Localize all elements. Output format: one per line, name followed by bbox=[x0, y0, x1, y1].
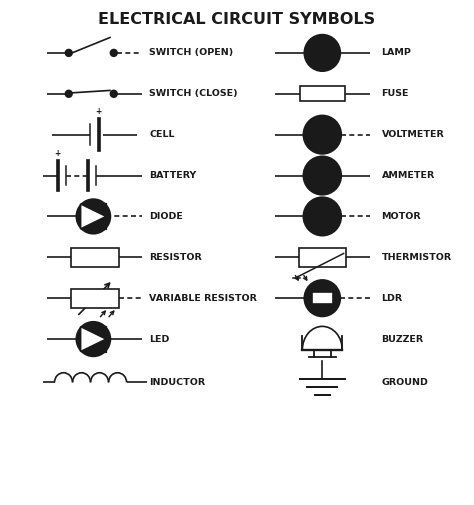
Circle shape bbox=[304, 280, 340, 317]
Text: FUSE: FUSE bbox=[382, 89, 409, 98]
Circle shape bbox=[110, 90, 117, 97]
Bar bbox=[71, 288, 118, 308]
Text: BUZZER: BUZZER bbox=[382, 335, 424, 343]
Text: V: V bbox=[319, 128, 326, 138]
Text: SWITCH (OPEN): SWITCH (OPEN) bbox=[149, 48, 234, 58]
Bar bbox=[312, 292, 333, 304]
Text: LAMP: LAMP bbox=[382, 48, 411, 58]
Text: AMMETER: AMMETER bbox=[382, 171, 435, 180]
Circle shape bbox=[76, 322, 110, 357]
Text: THERMISTOR: THERMISTOR bbox=[382, 253, 452, 262]
Circle shape bbox=[303, 116, 341, 154]
Circle shape bbox=[303, 157, 341, 195]
Text: RESISTOR: RESISTOR bbox=[149, 253, 202, 262]
Text: GROUND: GROUND bbox=[382, 378, 428, 387]
Text: VOLTMETER: VOLTMETER bbox=[382, 130, 444, 139]
Text: INDUCTOR: INDUCTOR bbox=[149, 378, 205, 387]
Text: +: + bbox=[95, 108, 102, 116]
Bar bbox=[71, 247, 118, 267]
Text: A: A bbox=[319, 169, 326, 179]
Text: M: M bbox=[317, 210, 328, 220]
Bar bbox=[300, 86, 345, 102]
Circle shape bbox=[76, 199, 110, 234]
Text: LED: LED bbox=[149, 335, 170, 343]
Circle shape bbox=[65, 90, 72, 97]
Text: ELECTRICAL CIRCUIT SYMBOLS: ELECTRICAL CIRCUIT SYMBOLS bbox=[99, 12, 375, 27]
Text: SWITCH (CLOSE): SWITCH (CLOSE) bbox=[149, 89, 238, 98]
Text: +: + bbox=[55, 149, 61, 158]
Circle shape bbox=[303, 197, 341, 236]
Circle shape bbox=[65, 49, 72, 56]
Text: VARIABLE RESISTOR: VARIABLE RESISTOR bbox=[149, 294, 257, 302]
Circle shape bbox=[304, 35, 340, 71]
Text: LDR: LDR bbox=[382, 294, 403, 302]
Circle shape bbox=[110, 49, 117, 56]
Text: BATTERY: BATTERY bbox=[149, 171, 197, 180]
Text: DIODE: DIODE bbox=[149, 212, 183, 221]
Polygon shape bbox=[81, 204, 106, 229]
Text: CELL: CELL bbox=[149, 130, 175, 139]
Text: MOTOR: MOTOR bbox=[382, 212, 421, 221]
Polygon shape bbox=[81, 327, 106, 351]
Bar bbox=[299, 247, 346, 267]
